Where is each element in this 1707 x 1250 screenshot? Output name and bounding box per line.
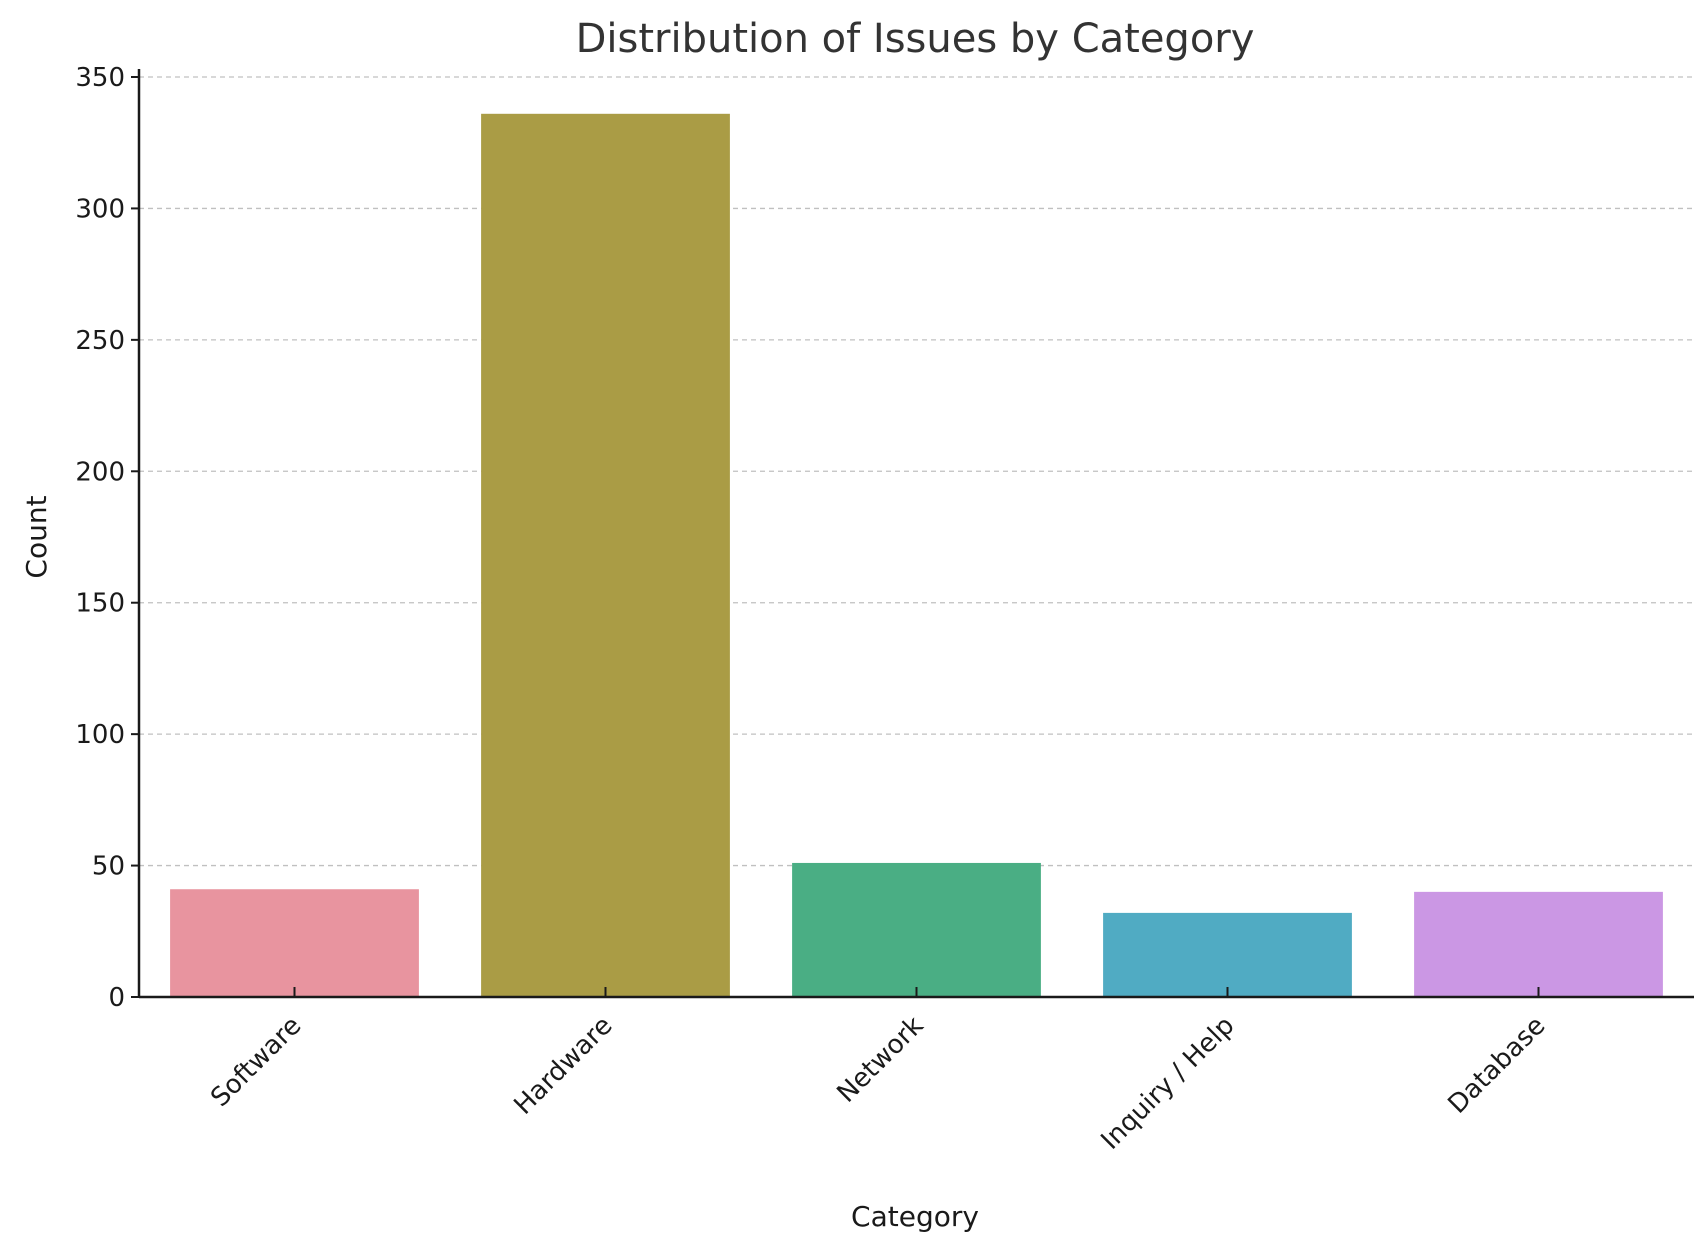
x-tick-label: Inquiry / Help <box>1095 1011 1240 1156</box>
bar-software <box>170 889 419 997</box>
y-tick-label: 50 <box>92 852 125 882</box>
y-tick-label: 100 <box>75 720 125 750</box>
y-tick-label: 0 <box>108 983 125 1013</box>
x-tick-label: Hardware <box>508 1011 618 1121</box>
bar-hardware <box>481 113 730 998</box>
bar-network <box>792 862 1041 997</box>
bar-database <box>1414 891 1663 997</box>
x-axis-label: Category <box>851 1200 979 1233</box>
chart-title: Distribution of Issues by Category <box>576 16 1255 62</box>
bar-inquiry-help <box>1103 912 1352 997</box>
y-tick-label: 300 <box>75 194 125 224</box>
y-tick-label: 250 <box>75 326 125 356</box>
y-tick-label: 350 <box>75 63 125 93</box>
axes <box>131 69 1694 999</box>
y-tick-label: 150 <box>75 589 125 619</box>
x-tick-label: Network <box>831 1011 929 1109</box>
x-tick-label: Database <box>1443 1011 1552 1120</box>
bars <box>170 113 1663 998</box>
y-tick-label: 200 <box>75 457 125 487</box>
x-tick-label: Software <box>205 1011 307 1113</box>
y-axis-label: Count <box>20 495 53 578</box>
gridlines <box>139 76 1694 867</box>
